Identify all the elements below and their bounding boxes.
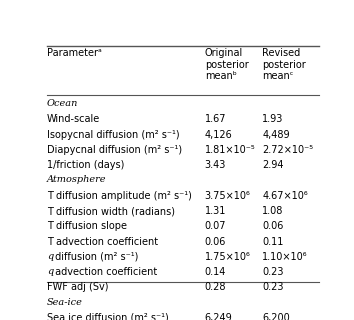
Text: 2.72×10⁻⁵: 2.72×10⁻⁵ [262, 145, 314, 155]
Text: Sea-ice: Sea-ice [47, 298, 83, 307]
Text: T diffusion slope: T diffusion slope [47, 221, 127, 231]
Text: 0.06: 0.06 [205, 236, 226, 247]
Text: Revised
posterior
meanᶜ: Revised posterior meanᶜ [262, 48, 306, 82]
Text: q: q [47, 252, 53, 261]
Text: 1.75×10⁶: 1.75×10⁶ [205, 252, 251, 262]
Text: 1.81×10⁻⁵: 1.81×10⁻⁵ [205, 145, 256, 155]
Text: 1.67: 1.67 [205, 114, 226, 124]
Text: T diffusion width (radians): T diffusion width (radians) [47, 206, 175, 216]
Text: q: q [47, 267, 53, 276]
Text: 4,489: 4,489 [262, 130, 290, 140]
Text: Ocean: Ocean [47, 99, 78, 108]
Text: 0.23: 0.23 [262, 283, 284, 292]
Text: 3.75×10⁶: 3.75×10⁶ [205, 191, 251, 201]
Text: 1/friction (days): 1/friction (days) [47, 160, 124, 170]
Text: 0.11: 0.11 [262, 236, 284, 247]
Text: 1.93: 1.93 [262, 114, 284, 124]
Text: Atmosphere: Atmosphere [47, 175, 107, 185]
Text: T diffusion amplitude (m² s⁻¹): T diffusion amplitude (m² s⁻¹) [47, 191, 192, 201]
Text: 4,126: 4,126 [205, 130, 233, 140]
Text: FWF adj (Sv): FWF adj (Sv) [47, 283, 108, 292]
Text: Wind-scale: Wind-scale [47, 114, 100, 124]
Text: 1.31: 1.31 [205, 206, 226, 216]
Text: 6,249: 6,249 [205, 313, 233, 320]
Text: T advection coefficient: T advection coefficient [47, 236, 158, 247]
Text: 1.10×10⁶: 1.10×10⁶ [262, 252, 308, 262]
Text: 0.14: 0.14 [205, 267, 226, 277]
Text: Parameterᵃ: Parameterᵃ [47, 48, 102, 58]
Text: Original
posterior
meanᵇ: Original posterior meanᵇ [205, 48, 249, 82]
Text: 0.23: 0.23 [262, 267, 284, 277]
Text: 1.08: 1.08 [262, 206, 284, 216]
Text: advection coefficient: advection coefficient [52, 267, 158, 277]
Text: Diapycnal diffusion (m² s⁻¹): Diapycnal diffusion (m² s⁻¹) [47, 145, 182, 155]
Text: 0.28: 0.28 [205, 283, 226, 292]
Text: 0.07: 0.07 [205, 221, 226, 231]
Text: 3.43: 3.43 [205, 160, 226, 170]
Text: 4.67×10⁶: 4.67×10⁶ [262, 191, 308, 201]
Text: 6,200: 6,200 [262, 313, 290, 320]
Text: diffusion (m² s⁻¹): diffusion (m² s⁻¹) [52, 252, 138, 262]
Text: Sea ice diffusion (m² s⁻¹): Sea ice diffusion (m² s⁻¹) [47, 313, 169, 320]
Text: Isopycnal diffusion (m² s⁻¹): Isopycnal diffusion (m² s⁻¹) [47, 130, 179, 140]
Text: 0.06: 0.06 [262, 221, 284, 231]
Text: 2.94: 2.94 [262, 160, 284, 170]
